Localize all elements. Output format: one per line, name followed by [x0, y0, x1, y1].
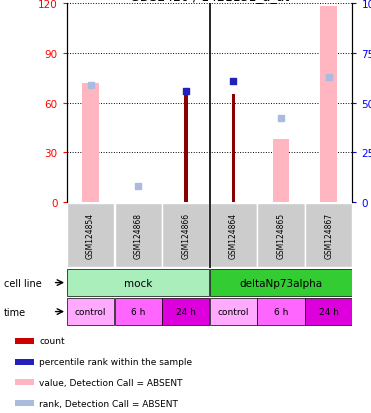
Bar: [257, 204, 305, 267]
Text: GSM124867: GSM124867: [324, 212, 333, 259]
Text: GSM124868: GSM124868: [134, 212, 143, 259]
Bar: [14, 400, 34, 406]
Text: GSM124865: GSM124865: [276, 212, 286, 259]
Point: [183, 88, 189, 95]
Point: [326, 74, 332, 81]
Bar: [210, 299, 257, 325]
Text: control: control: [218, 307, 249, 316]
Text: 24 h: 24 h: [319, 307, 339, 316]
Text: time: time: [4, 307, 26, 317]
Bar: [162, 299, 209, 325]
Bar: [67, 204, 114, 267]
Bar: [210, 270, 352, 296]
Bar: [232, 95, 235, 202]
Bar: [305, 299, 352, 325]
Point: [230, 78, 236, 85]
Bar: [67, 270, 209, 296]
Text: count: count: [39, 337, 65, 346]
Text: GSM124866: GSM124866: [181, 212, 190, 259]
Bar: [320, 7, 337, 202]
Bar: [115, 204, 162, 267]
Bar: [257, 299, 305, 325]
Bar: [14, 380, 34, 385]
Point: [88, 82, 93, 89]
Text: rank, Detection Call = ABSENT: rank, Detection Call = ABSENT: [39, 399, 178, 408]
Text: mock: mock: [124, 278, 152, 288]
Bar: [184, 95, 188, 202]
Text: deltaNp73alpha: deltaNp73alpha: [239, 278, 323, 288]
Text: GSM124864: GSM124864: [229, 212, 238, 259]
Text: 24 h: 24 h: [176, 307, 196, 316]
Text: control: control: [75, 307, 106, 316]
Point: [135, 183, 141, 190]
Bar: [14, 359, 34, 365]
Text: 6 h: 6 h: [274, 307, 288, 316]
Bar: [210, 204, 257, 267]
Text: cell line: cell line: [4, 278, 42, 288]
Bar: [115, 299, 162, 325]
Text: 6 h: 6 h: [131, 307, 145, 316]
Bar: [82, 83, 99, 202]
Text: percentile rank within the sample: percentile rank within the sample: [39, 357, 193, 366]
Bar: [67, 299, 114, 325]
Title: GDS2420 / 1421131_a_at: GDS2420 / 1421131_a_at: [130, 0, 289, 3]
Bar: [273, 140, 289, 202]
Point: [278, 116, 284, 122]
Bar: [14, 338, 34, 344]
Bar: [162, 204, 209, 267]
Text: GSM124854: GSM124854: [86, 212, 95, 259]
Text: value, Detection Call = ABSENT: value, Detection Call = ABSENT: [39, 378, 183, 387]
Bar: [305, 204, 352, 267]
